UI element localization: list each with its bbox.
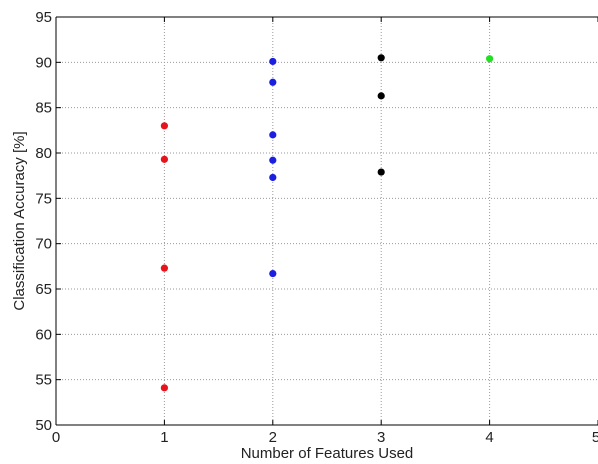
y-axis-label: Classification Accuracy [%] — [11, 131, 28, 310]
data-point — [269, 78, 277, 86]
data-point — [160, 384, 168, 392]
x-tick-labels: 0 1 2 3 4 5 — [52, 429, 598, 446]
y-tick-label: 85 — [35, 100, 52, 117]
x-axis-label: Number of Features Used — [241, 445, 414, 462]
y-tick-label: 55 — [35, 372, 52, 389]
x-tick-label: 5 — [592, 429, 598, 446]
data-point — [160, 122, 168, 130]
y-tick-labels: 50 55 60 65 70 75 80 85 90 95 — [35, 9, 52, 434]
y-tick-label: 70 — [35, 236, 52, 253]
data-point — [377, 92, 385, 100]
y-tick-label: 75 — [35, 190, 52, 207]
data-point — [269, 131, 277, 139]
data-point — [160, 264, 168, 272]
axes — [55, 16, 598, 426]
data-point — [486, 55, 494, 63]
data-point — [269, 57, 277, 66]
y-tick-label: 65 — [35, 281, 52, 298]
data-point — [269, 173, 277, 182]
y-tick-label: 90 — [35, 54, 52, 71]
x-tick-label: 1 — [160, 429, 168, 446]
x-tick-label: 4 — [485, 429, 493, 446]
x-tick-label: 0 — [52, 429, 60, 446]
data-point — [269, 269, 277, 278]
data-point — [377, 168, 385, 176]
data-point — [377, 54, 385, 62]
x-tick-label: 3 — [377, 429, 385, 446]
data-point — [269, 156, 277, 164]
y-tick-label: 60 — [35, 326, 52, 343]
data-points — [160, 54, 494, 392]
data-point — [160, 155, 168, 163]
y-tick-label: 50 — [35, 417, 52, 434]
grid-lines — [56, 17, 598, 425]
plot-area — [56, 17, 598, 425]
y-tick-label: 95 — [35, 9, 52, 26]
y-tick-label: 80 — [35, 145, 52, 162]
x-tick-label: 2 — [269, 429, 277, 446]
